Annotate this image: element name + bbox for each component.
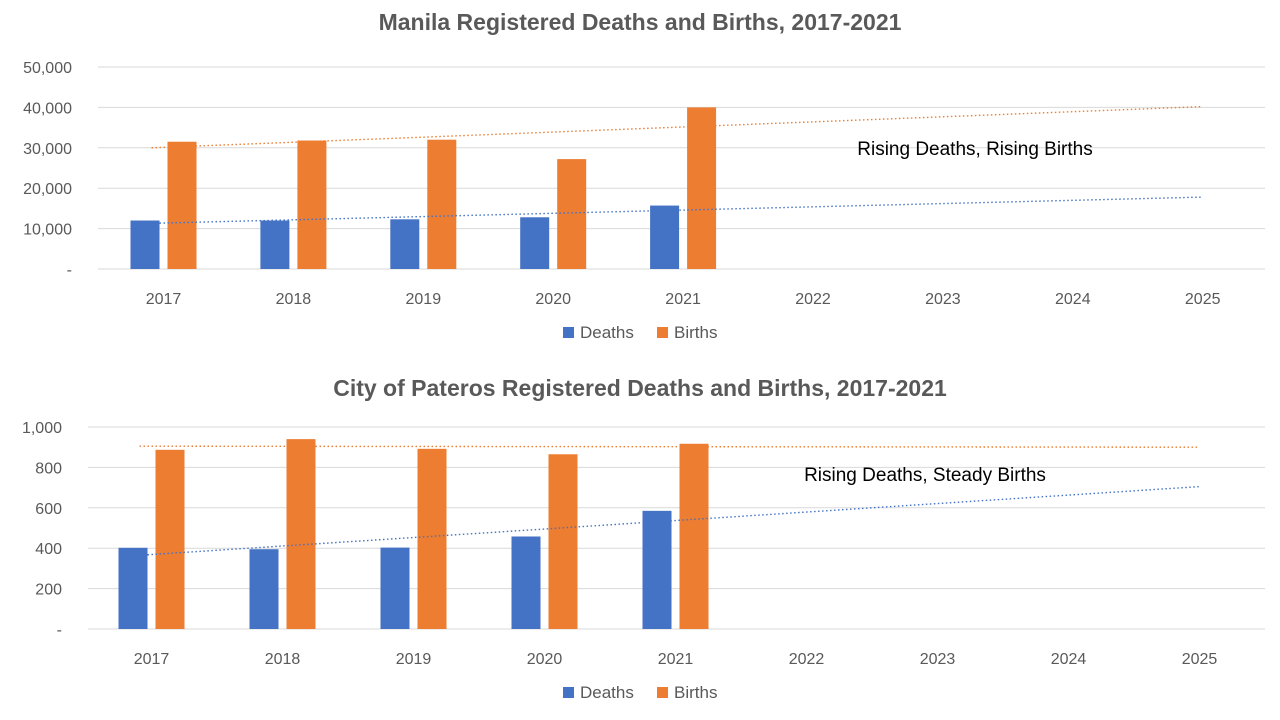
bar-births-2017 xyxy=(155,449,185,629)
y-tick-label: - xyxy=(57,622,62,639)
x-tick-label: 2023 xyxy=(920,651,956,668)
y-tick-label: 30,000 xyxy=(23,141,72,158)
bar-deaths-2021 xyxy=(642,510,672,629)
legend-swatch-births xyxy=(657,327,668,338)
x-tick-label: 2019 xyxy=(406,291,442,308)
x-tick-label: 2025 xyxy=(1182,651,1218,668)
trendline-births xyxy=(139,445,1200,448)
pateros-chart: City of Pateros Registered Deaths and Bi… xyxy=(22,375,1265,702)
bar-deaths-2020 xyxy=(520,217,550,269)
x-tick-label: 2018 xyxy=(276,291,312,308)
y-tick-label: 800 xyxy=(35,460,62,477)
y-tick-label: 200 xyxy=(35,582,62,599)
x-tick-label: 2019 xyxy=(396,651,432,668)
trendline-deaths xyxy=(151,196,1203,225)
bar-births-2020 xyxy=(557,159,587,269)
bar-deaths-2018 xyxy=(260,220,290,269)
x-tick-label: 2017 xyxy=(146,291,182,308)
bar-births-2021 xyxy=(679,443,709,629)
bar-births-2019 xyxy=(417,448,447,629)
y-tick-label: 10,000 xyxy=(23,222,72,239)
chart-title: Manila Registered Deaths and Births, 201… xyxy=(379,9,902,35)
bar-deaths-2017 xyxy=(130,220,160,269)
y-tick-label: - xyxy=(67,262,72,279)
x-tick-label: 2018 xyxy=(265,651,301,668)
bar-births-2020 xyxy=(548,454,578,629)
bar-deaths-2017 xyxy=(118,547,148,629)
annotation-text: Rising Deaths, Steady Births xyxy=(804,465,1046,486)
bar-deaths-2021 xyxy=(650,205,680,269)
legend-label-deaths: Deaths xyxy=(580,683,634,702)
bar-deaths-2018 xyxy=(249,549,279,629)
x-tick-label: 2017 xyxy=(134,651,170,668)
x-tick-label: 2024 xyxy=(1055,291,1091,308)
bar-births-2021 xyxy=(687,107,717,270)
x-tick-label: 2022 xyxy=(789,651,825,668)
legend-swatch-deaths xyxy=(563,327,574,338)
x-tick-label: 2022 xyxy=(795,291,831,308)
bar-deaths-2020 xyxy=(511,536,541,629)
x-tick-label: 2024 xyxy=(1051,651,1087,668)
x-tick-label: 2020 xyxy=(535,291,571,308)
annotation-text: Rising Deaths, Rising Births xyxy=(857,139,1092,160)
x-tick-label: 2021 xyxy=(658,651,694,668)
trendline-deaths xyxy=(139,485,1200,556)
y-tick-label: 50,000 xyxy=(23,60,72,77)
x-tick-label: 2023 xyxy=(925,291,961,308)
y-tick-label: 400 xyxy=(35,541,62,558)
chart-title: City of Pateros Registered Deaths and Bi… xyxy=(333,375,947,401)
legend-swatch-deaths xyxy=(563,687,574,698)
manila-chart: Manila Registered Deaths and Births, 201… xyxy=(23,9,1265,342)
bar-deaths-2019 xyxy=(380,547,410,629)
y-tick-label: 600 xyxy=(35,501,62,518)
trendline-births xyxy=(151,105,1203,149)
x-tick-label: 2021 xyxy=(665,291,701,308)
y-tick-label: 40,000 xyxy=(23,100,72,117)
legend-swatch-births xyxy=(657,687,668,698)
bar-births-2018 xyxy=(286,439,316,629)
bar-births-2019 xyxy=(427,139,457,269)
legend-label-deaths: Deaths xyxy=(580,323,634,342)
legend-label-births: Births xyxy=(674,683,717,702)
x-tick-label: 2020 xyxy=(527,651,563,668)
x-tick-label: 2025 xyxy=(1185,291,1221,308)
y-tick-label: 20,000 xyxy=(23,181,72,198)
bar-deaths-2019 xyxy=(390,219,420,269)
bar-births-2018 xyxy=(297,140,327,269)
y-tick-label: 1,000 xyxy=(22,420,62,437)
legend-label-births: Births xyxy=(674,323,717,342)
bar-births-2017 xyxy=(167,141,197,269)
